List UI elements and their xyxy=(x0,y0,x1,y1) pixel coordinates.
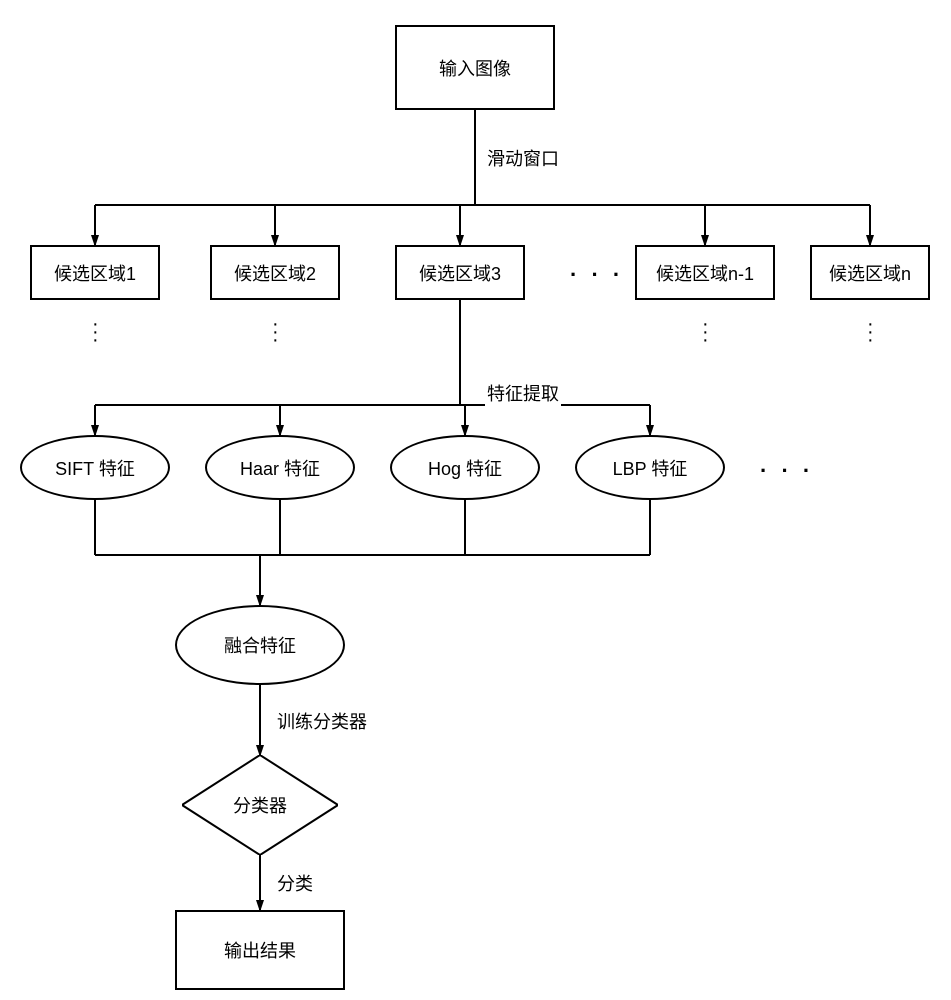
ellipsis-features: · · · xyxy=(760,458,814,484)
flowchart-canvas: 输入图像 候选区域1 候选区域2 候选区域3 候选区域n-1 候选区域n SIF… xyxy=(0,0,951,1000)
node-label: SIFT 特征 xyxy=(55,455,135,481)
node-cand3: 候选区域3 xyxy=(395,245,525,300)
node-label: 候选区域2 xyxy=(234,260,316,286)
node-label: 输出结果 xyxy=(224,937,296,963)
node-label: 候选区域1 xyxy=(54,260,136,286)
vdots-cand-n: ··· xyxy=(867,320,874,344)
node-cand-n-1: 候选区域n-1 xyxy=(635,245,775,300)
node-cand-n: 候选区域n xyxy=(810,245,930,300)
node-label: 候选区域n-1 xyxy=(656,260,754,286)
node-classifier: 分类器 xyxy=(182,755,338,855)
edge-label-train-classifier: 训练分类器 xyxy=(275,708,369,734)
node-label: Hog 特征 xyxy=(428,455,502,481)
node-input: 输入图像 xyxy=(395,25,555,110)
node-label: 分类器 xyxy=(233,792,287,818)
node-label: 候选区域n xyxy=(829,260,911,286)
node-cand2: 候选区域2 xyxy=(210,245,340,300)
node-feat-hog: Hog 特征 xyxy=(390,435,540,500)
node-label: Haar 特征 xyxy=(240,455,320,481)
node-label: LBP 特征 xyxy=(613,455,688,481)
edge-label-classify: 分类 xyxy=(275,870,315,896)
node-label: 输入图像 xyxy=(439,55,511,81)
vdots-cand1: ··· xyxy=(92,320,99,344)
node-feat-lbp: LBP 特征 xyxy=(575,435,725,500)
node-label: 融合特征 xyxy=(224,632,296,658)
edge-label-feature-extract: 特征提取 xyxy=(485,380,561,406)
node-feat-sift: SIFT 特征 xyxy=(20,435,170,500)
vdots-cand2: ··· xyxy=(272,320,279,344)
node-cand1: 候选区域1 xyxy=(30,245,160,300)
ellipsis-candidates: · · · xyxy=(570,262,624,288)
node-output: 输出结果 xyxy=(175,910,345,990)
node-fused: 融合特征 xyxy=(175,605,345,685)
edge-label-sliding-window: 滑动窗口 xyxy=(485,145,561,171)
edges-layer xyxy=(0,0,951,1000)
vdots-cand-n-1: ··· xyxy=(702,320,709,344)
node-feat-haar: Haar 特征 xyxy=(205,435,355,500)
node-label: 候选区域3 xyxy=(419,260,501,286)
